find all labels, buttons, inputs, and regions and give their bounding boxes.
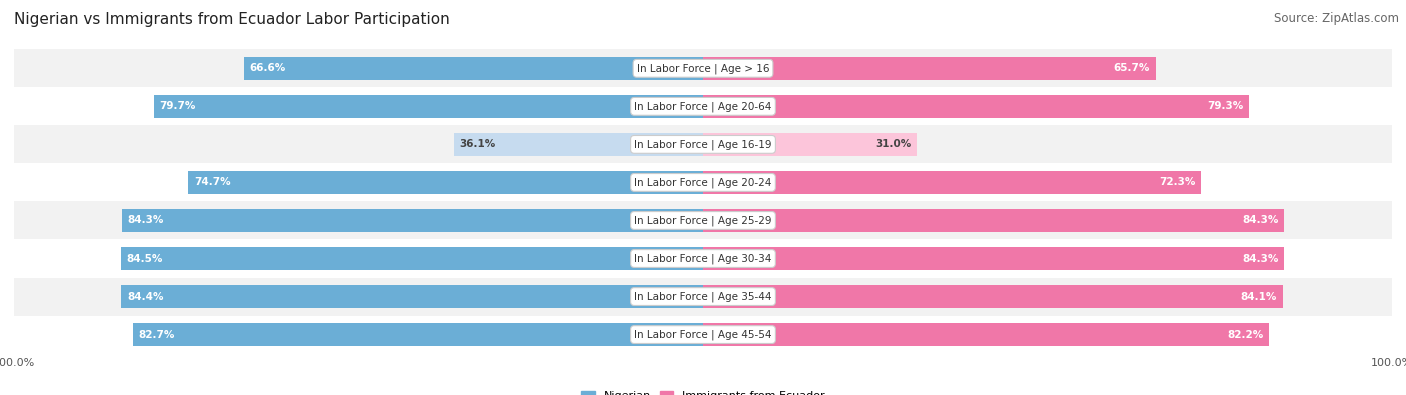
Bar [14, 164, 1392, 201]
Bar [14, 239, 1392, 278]
Text: In Labor Force | Age 35-44: In Labor Force | Age 35-44 [634, 291, 772, 302]
Text: 84.3%: 84.3% [1241, 254, 1278, 263]
Bar [703, 247, 1284, 270]
Bar [121, 247, 703, 270]
Text: Source: ZipAtlas.com: Source: ZipAtlas.com [1274, 12, 1399, 25]
Text: In Labor Force | Age 45-54: In Labor Force | Age 45-54 [634, 329, 772, 340]
Bar [703, 56, 1156, 80]
Bar [454, 133, 703, 156]
Bar [703, 133, 917, 156]
Text: 72.3%: 72.3% [1160, 177, 1195, 188]
Bar [14, 125, 1392, 164]
Bar [703, 285, 1282, 308]
Bar [153, 94, 703, 118]
Bar [134, 323, 703, 346]
Text: In Labor Force | Age 20-64: In Labor Force | Age 20-64 [634, 101, 772, 112]
Bar [121, 285, 703, 308]
Text: 84.1%: 84.1% [1240, 292, 1277, 301]
Text: 84.5%: 84.5% [127, 254, 163, 263]
Text: 65.7%: 65.7% [1114, 63, 1150, 73]
Bar [14, 278, 1392, 316]
Bar [14, 87, 1392, 125]
Text: 66.6%: 66.6% [250, 63, 285, 73]
Bar [703, 209, 1284, 232]
Bar [245, 56, 703, 80]
Text: 82.2%: 82.2% [1227, 329, 1264, 340]
Text: 31.0%: 31.0% [875, 139, 911, 149]
Bar [14, 49, 1392, 87]
Bar [703, 323, 1270, 346]
Text: 84.4%: 84.4% [127, 292, 163, 301]
Text: In Labor Force | Age > 16: In Labor Force | Age > 16 [637, 63, 769, 73]
Text: In Labor Force | Age 16-19: In Labor Force | Age 16-19 [634, 139, 772, 150]
Bar [188, 171, 703, 194]
Text: 84.3%: 84.3% [128, 215, 165, 226]
Legend: Nigerian, Immigrants from Ecuador: Nigerian, Immigrants from Ecuador [576, 386, 830, 395]
Text: 82.7%: 82.7% [139, 329, 174, 340]
Bar [703, 94, 1250, 118]
Text: In Labor Force | Age 20-24: In Labor Force | Age 20-24 [634, 177, 772, 188]
Text: In Labor Force | Age 25-29: In Labor Force | Age 25-29 [634, 215, 772, 226]
Bar [122, 209, 703, 232]
Text: 79.7%: 79.7% [159, 102, 195, 111]
Text: 36.1%: 36.1% [460, 139, 496, 149]
Text: 74.7%: 74.7% [194, 177, 231, 188]
Text: 84.3%: 84.3% [1241, 215, 1278, 226]
Text: 79.3%: 79.3% [1208, 102, 1244, 111]
Bar [14, 201, 1392, 239]
Bar [703, 171, 1201, 194]
Bar [14, 316, 1392, 354]
Text: Nigerian vs Immigrants from Ecuador Labor Participation: Nigerian vs Immigrants from Ecuador Labo… [14, 12, 450, 27]
Text: In Labor Force | Age 30-34: In Labor Force | Age 30-34 [634, 253, 772, 264]
